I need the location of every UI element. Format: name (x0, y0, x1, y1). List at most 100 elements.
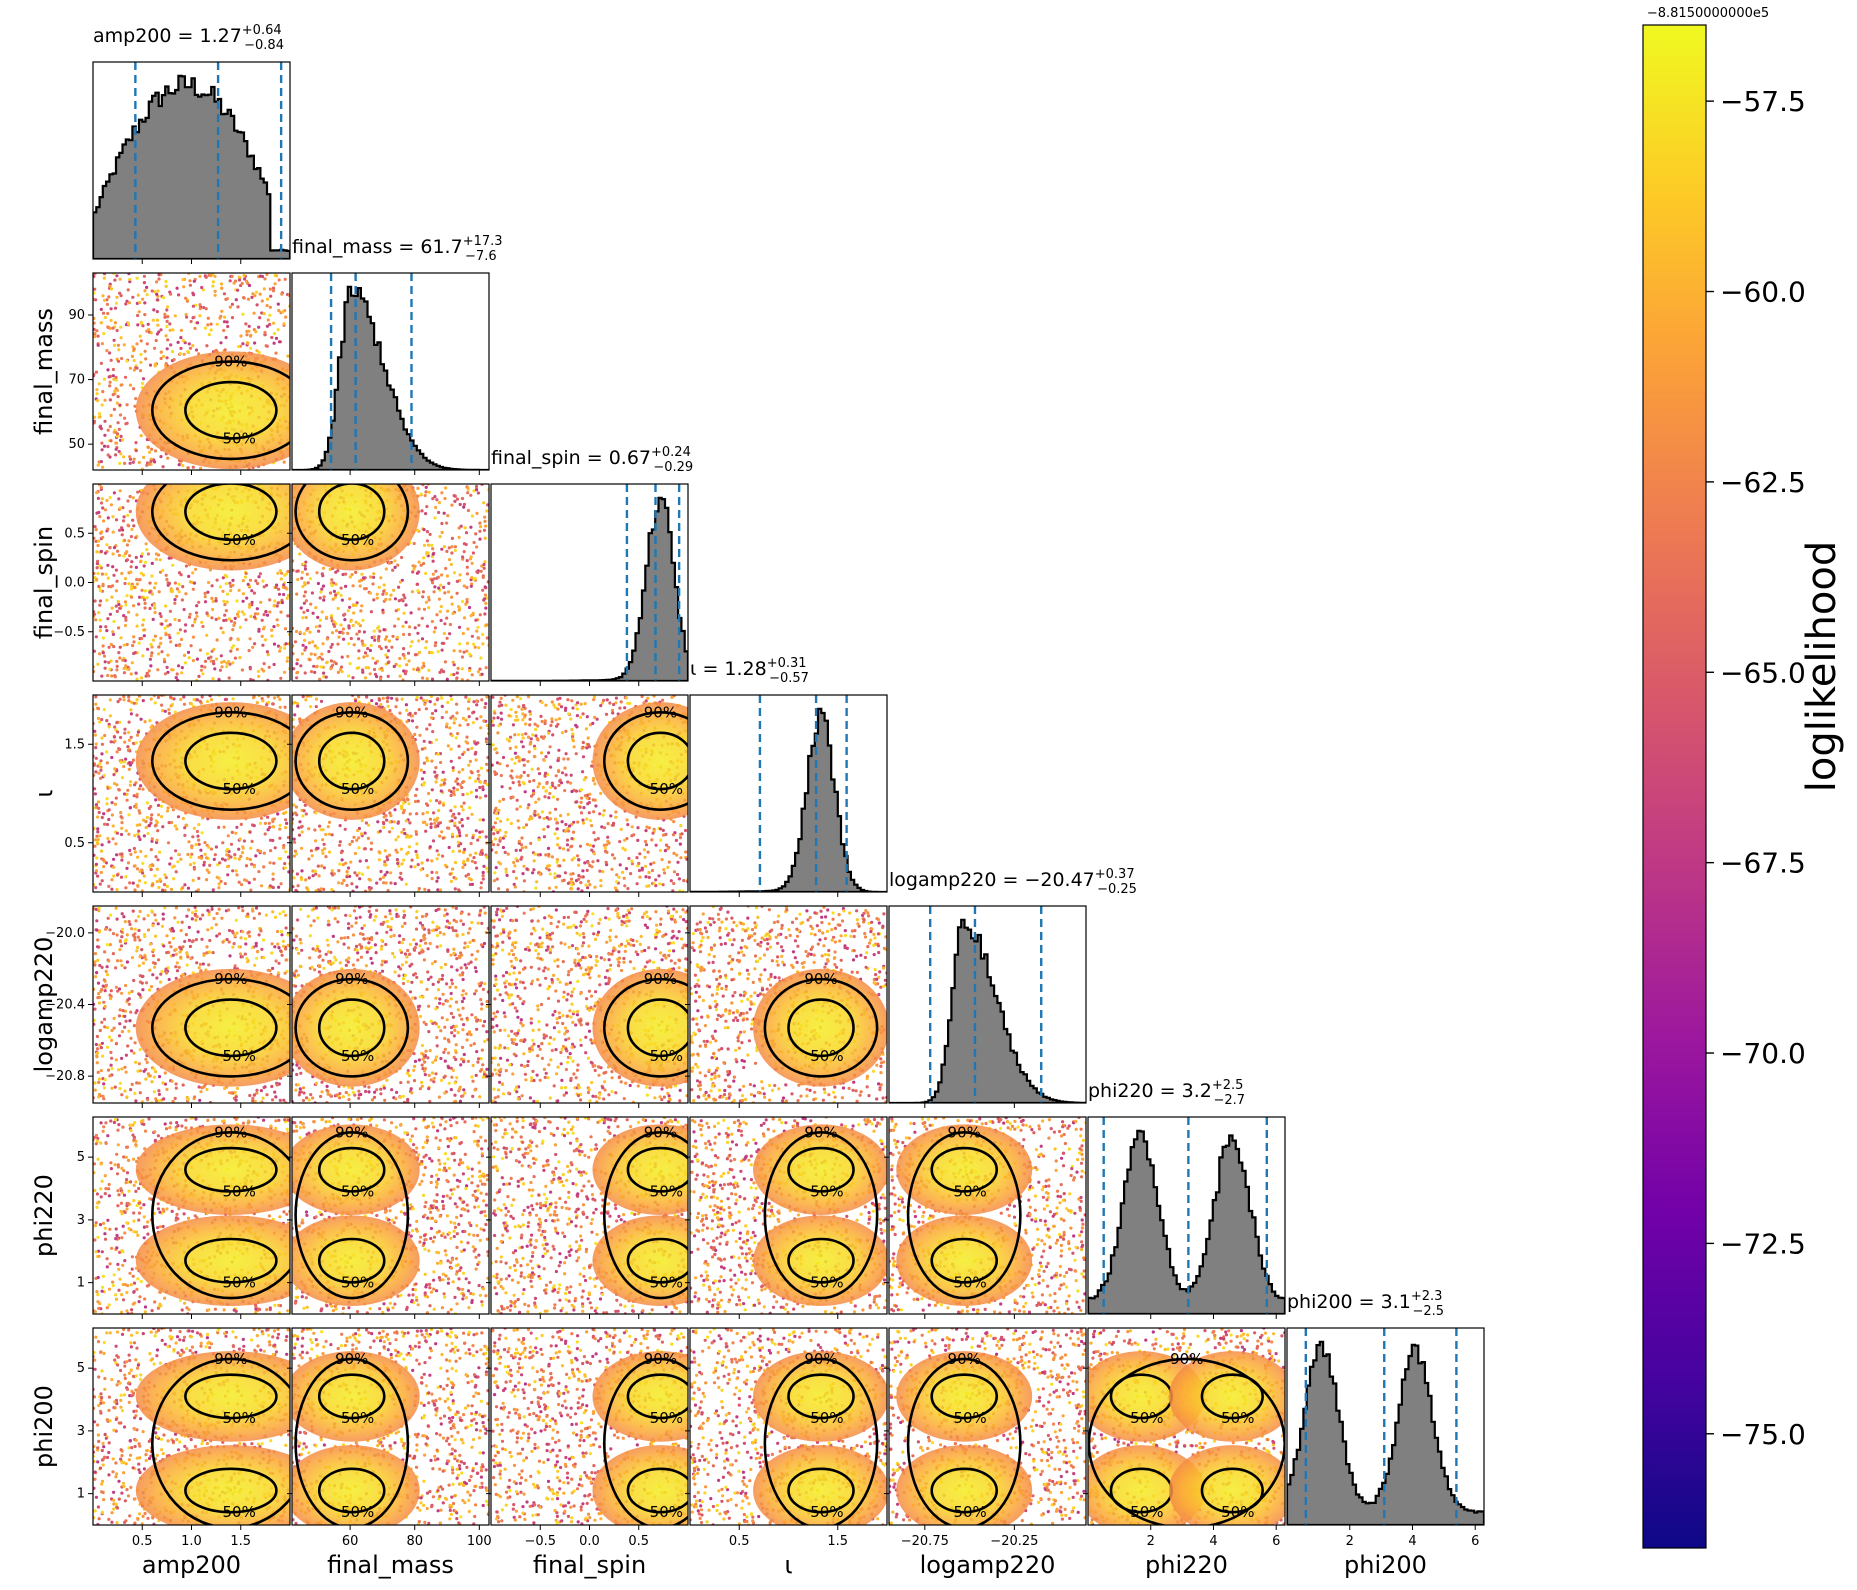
scatter-point (96, 343, 100, 347)
scatter-point (672, 881, 676, 886)
scatter-point (100, 448, 104, 452)
scatter-point (465, 565, 469, 569)
scatter-point (434, 569, 438, 573)
scatter-point (143, 606, 147, 610)
scatter-point (481, 877, 485, 881)
scatter-point (96, 800, 100, 804)
scatter-point (478, 785, 482, 790)
scatter-point (126, 322, 131, 326)
scatter-point (468, 759, 472, 764)
scatter-point (225, 592, 230, 596)
scatter-point (111, 552, 115, 556)
scatter-point (136, 490, 140, 494)
scatter-point (330, 631, 335, 635)
scatter-point (330, 833, 334, 837)
scatter-point (472, 856, 476, 860)
scatter-point (99, 870, 103, 875)
scatter-point (435, 849, 439, 853)
scatter-point (461, 793, 465, 797)
scatter-point (139, 571, 143, 575)
scatter-point (338, 840, 342, 844)
scatter-point (201, 624, 205, 629)
scatter-point (204, 275, 208, 279)
scatter-point (453, 545, 457, 549)
scatter-point (434, 780, 438, 784)
scatter-point (429, 650, 434, 655)
scatter-point (295, 852, 299, 856)
scatter-point (439, 760, 443, 765)
scatter-point (296, 577, 300, 582)
scatter-point (453, 821, 457, 826)
scatter-point (105, 629, 109, 633)
scatter-point (155, 310, 159, 314)
scatter-point (214, 617, 218, 622)
scatter-point (242, 273, 246, 278)
scatter-point (562, 757, 566, 761)
scatter-point (101, 294, 105, 298)
scatter-point (415, 787, 419, 791)
scatter-point (590, 824, 594, 828)
scatter-point (100, 572, 104, 576)
scatter-point (444, 710, 449, 714)
scatter-point (139, 676, 144, 680)
corner-panels: amp200 = 1.27+0.64 −0.8450%90%507090final… (30, 23, 1485, 1579)
scatter-point (474, 618, 478, 622)
scatter-point (285, 659, 289, 663)
scatter-point (136, 293, 140, 297)
scatter-point (348, 575, 352, 579)
scatter-point (452, 649, 456, 653)
scatter-point (649, 862, 653, 866)
scatter-point (439, 789, 443, 793)
scatter-point (159, 804, 164, 808)
scatter-point (181, 585, 185, 589)
scatter-point (132, 794, 136, 798)
scatter-point (182, 702, 187, 706)
scatter-point (442, 781, 447, 785)
scatter-point (466, 872, 471, 877)
scatter-point (165, 809, 170, 813)
scatter-point (477, 636, 481, 640)
scatter-point (556, 707, 560, 711)
scatter-point (262, 625, 266, 629)
scatter-point (474, 484, 479, 489)
scatter-point (124, 664, 128, 668)
scatter-point (190, 846, 194, 850)
scatter-point (189, 319, 193, 324)
scatter-point (106, 311, 110, 316)
scatter-point (188, 612, 192, 616)
scatter-point (678, 836, 683, 840)
scatter-point (420, 861, 424, 865)
scatter-point (415, 571, 419, 575)
scatter-point (127, 610, 131, 614)
scatter-point (341, 572, 345, 577)
scatter-point (167, 633, 171, 637)
scatter-point (98, 618, 102, 622)
scatter-point (191, 571, 195, 575)
scatter-point (433, 626, 437, 630)
scatter-point (125, 359, 129, 363)
scatter-point (94, 539, 98, 544)
scatter-point (276, 571, 280, 575)
scatter-point (272, 817, 276, 821)
scatter-point (227, 676, 231, 680)
scatter-point (415, 855, 420, 860)
scatter-point (472, 740, 477, 744)
scatter-point (132, 701, 136, 705)
scatter-point (417, 607, 421, 611)
scatter-point (145, 463, 149, 467)
scatter-point (334, 662, 338, 666)
scatter-point (237, 275, 241, 279)
scatter-point (247, 649, 251, 653)
scatter-point (283, 705, 287, 709)
scatter-point (464, 695, 468, 699)
scatter-point (419, 696, 423, 700)
scatter-point (268, 861, 272, 865)
scatter-point (409, 611, 413, 615)
scatter-point (403, 831, 407, 836)
scatter-point (129, 595, 134, 599)
scatter-point (165, 319, 169, 323)
scatter-point (537, 797, 541, 801)
scatter-point (619, 700, 623, 704)
scatter-point (395, 850, 399, 854)
scatter-point (137, 578, 141, 582)
